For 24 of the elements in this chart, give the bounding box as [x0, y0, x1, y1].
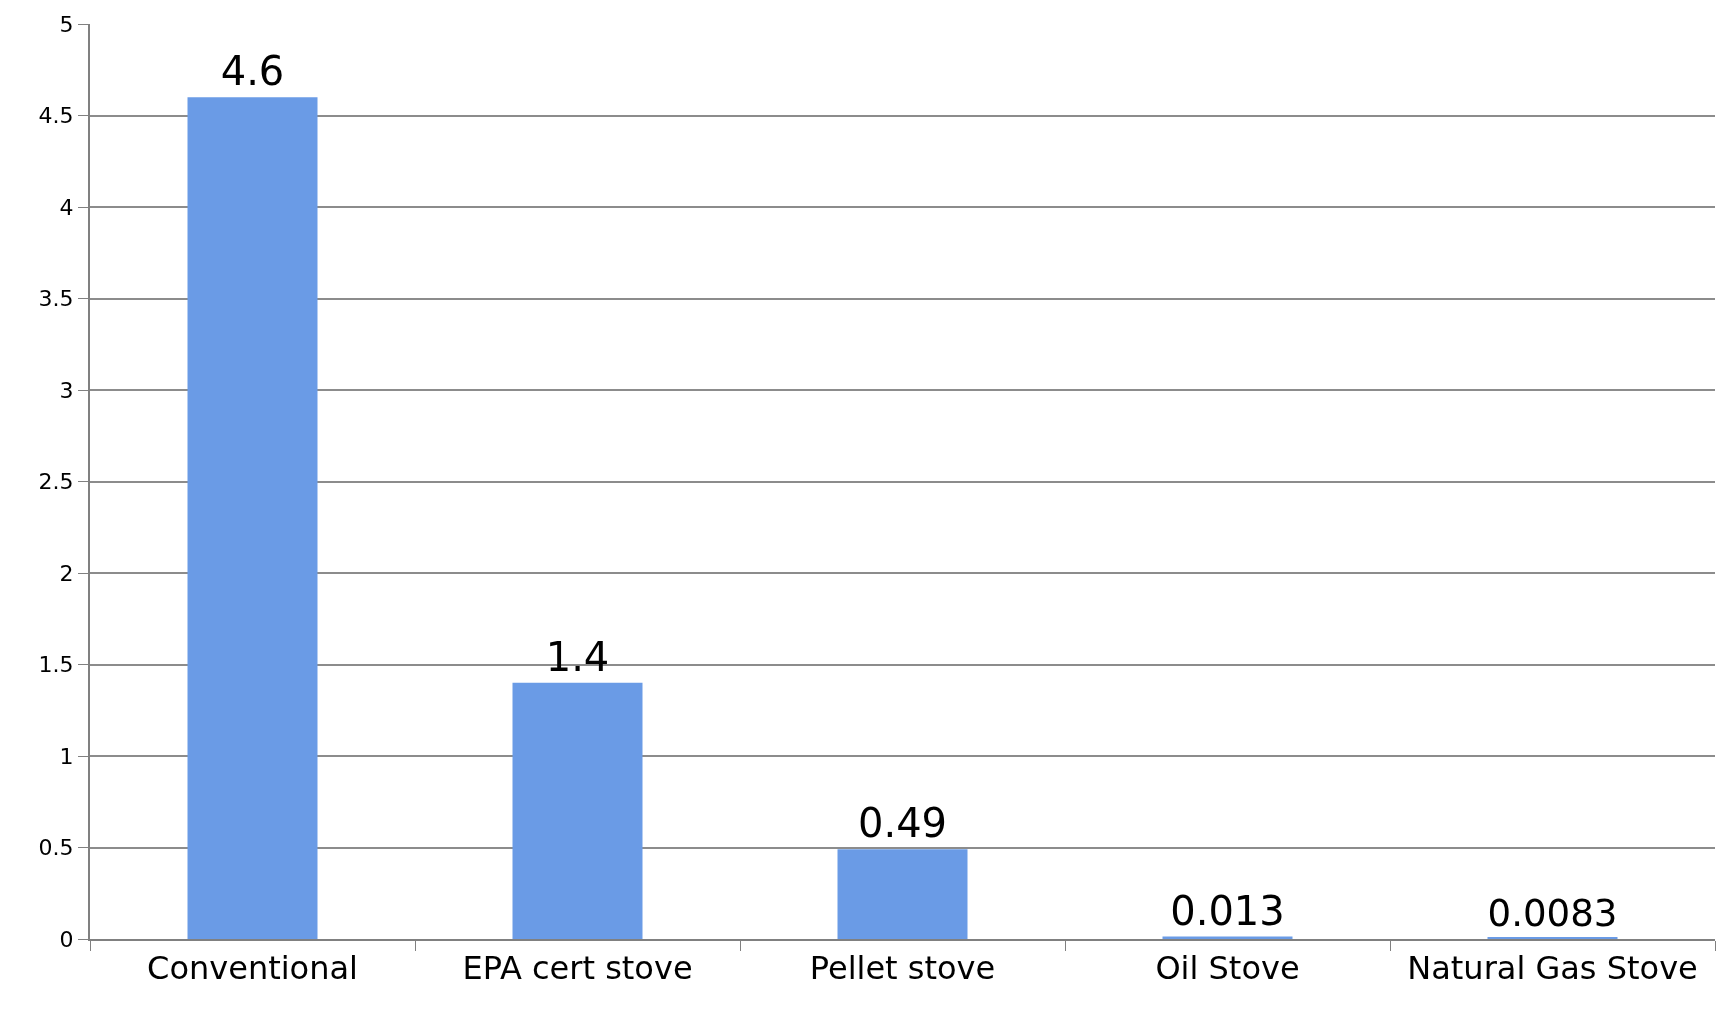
data-label: 0.49	[857, 800, 948, 847]
y-tick-label: 4	[59, 194, 74, 220]
x-tick-label: Oil Stove	[1155, 949, 1300, 988]
y-tick-label: 5	[59, 11, 74, 37]
data-label: 1.4	[545, 633, 610, 680]
x-tick-label: Natural Gas Stove	[1407, 949, 1698, 988]
y-tick-label: 1.5	[38, 652, 74, 678]
y-tick-label: 3	[59, 377, 74, 403]
y-tick-label: 0.5	[38, 835, 74, 861]
data-label: 0.013	[1170, 887, 1285, 934]
x-tick-label: Pellet stove	[809, 949, 996, 988]
data-label: 0.0083	[1487, 891, 1618, 935]
y-tick-label: 0	[59, 926, 74, 952]
x-tick-label: Conventional	[147, 949, 358, 988]
bar	[837, 849, 968, 939]
y-tick-label: 2.5	[38, 469, 74, 495]
y-tick-label: 1	[59, 743, 74, 769]
y-tick-label: 2	[59, 560, 74, 586]
bar	[187, 97, 318, 939]
x-tick-label: EPA cert stove	[462, 949, 693, 988]
data-label: 4.6	[220, 48, 285, 95]
bar	[512, 682, 643, 939]
y-tick-label: 4.5	[38, 103, 74, 129]
y-tick-label: 3.5	[38, 286, 74, 312]
